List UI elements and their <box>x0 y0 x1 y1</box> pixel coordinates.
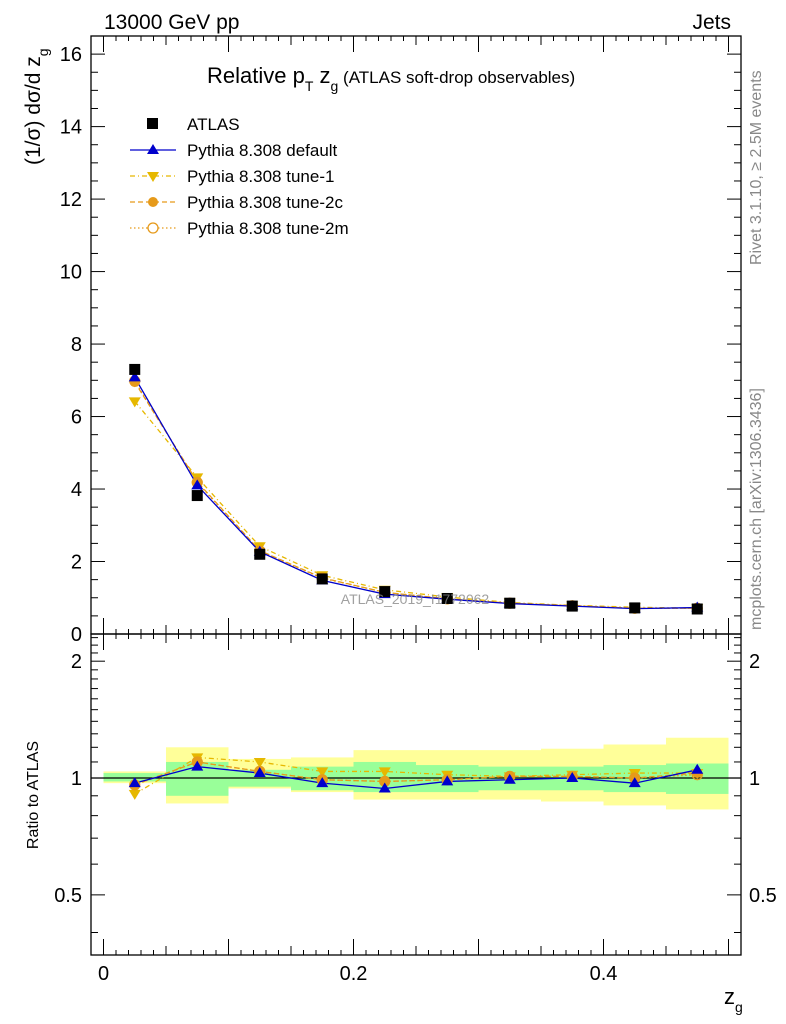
legend-tune1-marker <box>147 172 159 182</box>
plot-title: Relative pT zg (ATLAS soft-drop observab… <box>207 63 575 94</box>
ratio-y-axis-label: Ratio to ATLAS <box>25 741 42 849</box>
main-line-tune2c <box>134 381 698 609</box>
legend-atlas-label: ATLAS <box>187 115 240 134</box>
title-tail: (ATLAS soft-drop observables) <box>338 68 575 87</box>
ratio-y-tick-label-left: 1 <box>71 768 82 790</box>
x-tick-label: 0 <box>98 963 109 985</box>
ratio-point-default-6 <box>503 773 516 784</box>
main-line-default <box>134 377 698 610</box>
main-y-tick-label: 2 <box>71 552 82 574</box>
title-sub-t: T <box>305 78 314 94</box>
ratio-point-default-2 <box>253 767 266 778</box>
main-y-axis-label-sub: g <box>35 48 51 56</box>
ratio-point-default-9 <box>691 763 704 774</box>
legend-tune2m-label: Pythia 8.308 tune-2m <box>187 219 349 238</box>
mcplots-text: mcplots.cern.ch [arXiv:1306.3436] <box>748 388 765 630</box>
ratio-point-default-7 <box>566 772 579 783</box>
main-y-tick-label: 10 <box>60 262 82 284</box>
main-y-tick-label: 14 <box>60 117 82 139</box>
title-mid: z <box>313 63 330 88</box>
title-sub-g: g <box>331 78 339 94</box>
legend-tune2m-marker <box>147 222 159 234</box>
header-left-text: 13000 GeV pp <box>104 11 239 34</box>
x-axis-label: zg <box>724 984 743 1015</box>
main-point-default-0 <box>128 371 141 382</box>
ratio-y-tick-label-left: 0.5 <box>54 885 82 907</box>
main-line-tune1 <box>134 400 698 609</box>
legend-default-label: Pythia 8.308 default <box>187 141 338 160</box>
header-right-text: Jets <box>692 11 731 34</box>
main-y-tick-label: 4 <box>71 479 82 501</box>
x-tick-label: 0.4 <box>590 963 618 985</box>
main-y-tick-label: 12 <box>60 189 82 211</box>
main-point-atlas-9 <box>691 603 703 615</box>
main-point-default-1 <box>191 479 204 490</box>
analysis-watermark: ATLAS_2019_I1772062 <box>341 591 490 607</box>
ratio-point-default-3 <box>316 777 329 788</box>
main-y-tick-label: 16 <box>60 44 82 66</box>
ratio-point-tune1-0 <box>128 789 141 800</box>
legend-tune1-label: Pythia 8.308 tune-1 <box>187 167 334 186</box>
series-lines <box>134 377 698 795</box>
main-point-atlas-0 <box>129 363 141 375</box>
main-point-atlas-8 <box>629 602 641 614</box>
main-point-atlas-5 <box>441 592 453 604</box>
ratio-y-tick-label-right: 2 <box>749 651 760 673</box>
ratio-point-tune1-3 <box>316 767 329 778</box>
ratio-point-tune2c-4 <box>379 776 390 787</box>
rivet-version-text: Rivet 3.1.10, ≥ 2.5M events <box>748 70 765 265</box>
ratio-line-tune1 <box>134 756 698 795</box>
legend-atlas-marker <box>147 118 158 129</box>
main-y-tick-label: 8 <box>71 334 82 356</box>
legend-tune2c-marker <box>148 197 158 207</box>
main-point-atlas-6 <box>504 597 516 609</box>
main-y-tick-label: 6 <box>71 407 82 429</box>
x-axis-label-sub: g <box>735 999 743 1015</box>
ratio-line-tune2c <box>134 761 698 786</box>
series-markers <box>128 363 704 800</box>
main-point-atlas-1 <box>191 490 203 502</box>
ratio-point-tune1-4 <box>378 767 391 778</box>
ratio-point-default-0 <box>128 777 141 788</box>
main-point-atlas-2 <box>254 548 266 560</box>
x-axis-label-text: z <box>724 984 735 1009</box>
ratio-point-tune1-2 <box>253 757 266 768</box>
ratio-point-default-1 <box>191 760 204 771</box>
ratio-point-default-5 <box>441 775 454 786</box>
legend-tune2c-label: Pythia 8.308 tune-2c <box>187 193 343 212</box>
main-point-atlas-7 <box>566 600 578 612</box>
title-main: Relative p <box>207 63 305 88</box>
main-point-atlas-3 <box>316 573 328 585</box>
main-y-axis-label-text: (1/σ) dσ/d z <box>22 56 45 165</box>
ratio-y-tick-label-right: 1 <box>749 768 760 790</box>
main-line-tune2m <box>134 380 698 609</box>
ratio-point-default-4 <box>378 782 391 793</box>
ratio-point-default-8 <box>628 777 641 788</box>
x-tick-label: 0.2 <box>340 963 368 985</box>
main-y-axis-label: (1/σ) dσ/d zg <box>22 48 51 165</box>
ratio-line-default <box>134 765 698 790</box>
legend: ATLAS Pythia 8.308 default Pythia 8.308 … <box>130 115 349 238</box>
main-point-atlas-4 <box>379 586 391 598</box>
legend-default-marker <box>147 144 159 154</box>
ratio-y-tick-label-left: 2 <box>71 651 82 673</box>
main-point-tune1-0 <box>128 397 141 408</box>
ratio-y-tick-label-right: 0.5 <box>749 885 777 907</box>
main-y-tick-label: 0 <box>71 624 82 646</box>
